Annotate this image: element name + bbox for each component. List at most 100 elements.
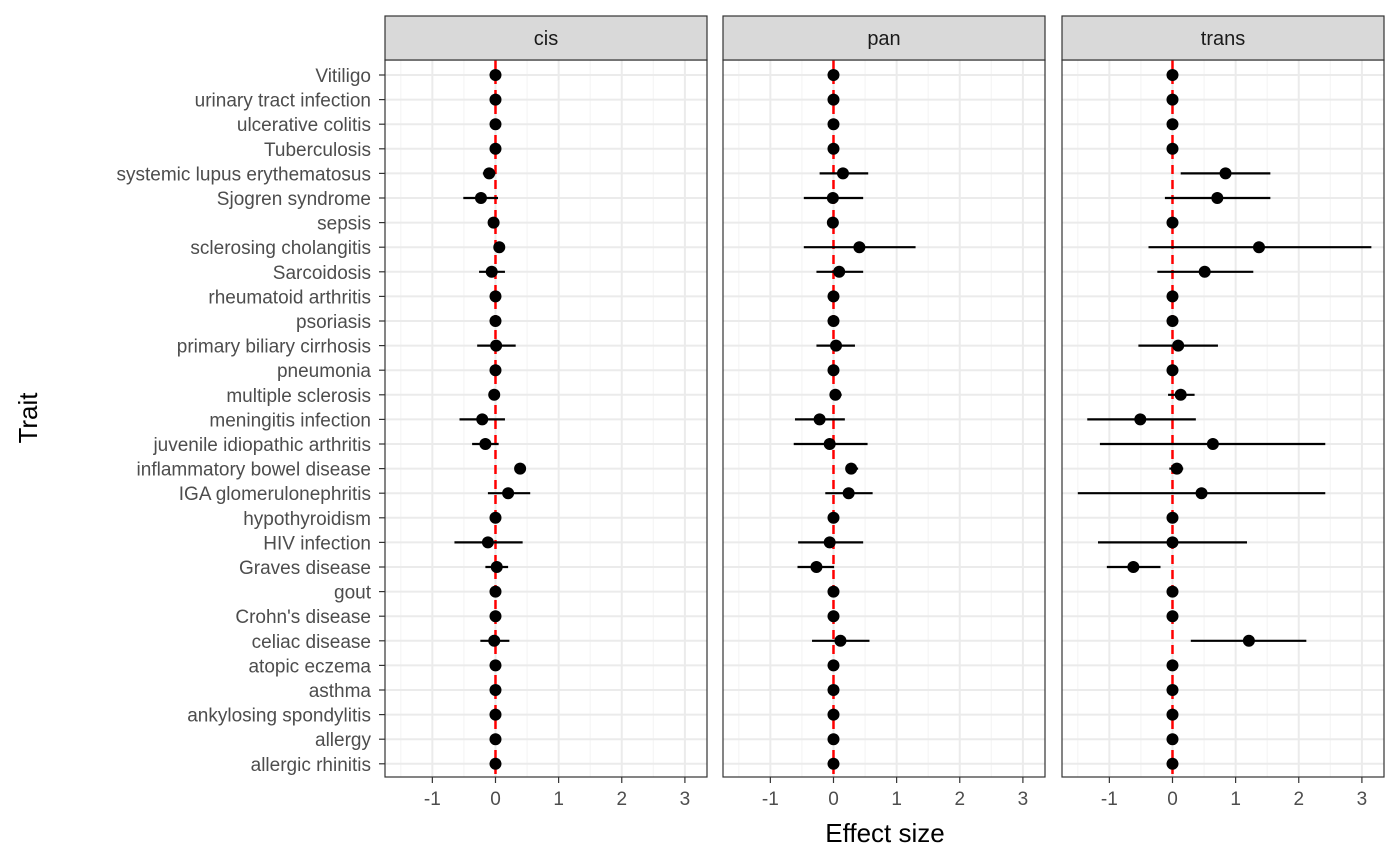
facet-strip — [1061, 15, 1385, 61]
point-estimate — [823, 438, 836, 450]
point-estimate — [485, 265, 498, 278]
y-tick-label: Vitiligo — [315, 66, 371, 87]
y-tick-label: pneumonia — [277, 361, 371, 382]
x-tick-label: 3 — [1357, 789, 1368, 810]
point-estimate — [1166, 216, 1179, 229]
point-estimate — [489, 142, 502, 155]
point-estimate — [1166, 585, 1179, 598]
point-estimate — [827, 684, 840, 696]
point-estimate — [830, 339, 843, 352]
point-estimate — [1166, 93, 1179, 106]
panel-trans: trans -1 0 1 2 3 — [1061, 15, 1385, 810]
point-estimate — [1195, 487, 1208, 500]
point-estimate — [827, 142, 840, 155]
point-estimate — [1166, 757, 1179, 770]
point-estimate — [489, 708, 502, 721]
x-tick-label: 2 — [1293, 789, 1304, 810]
point-estimate — [489, 511, 502, 524]
point-estimate — [823, 536, 836, 549]
facet-strip-label: pan — [867, 28, 900, 50]
point-estimate — [514, 462, 527, 475]
point-estimate — [1242, 634, 1255, 647]
panel-pan: pan -1 0 1 2 3 — [722, 15, 1046, 810]
y-tick-label: gout — [334, 583, 372, 604]
point-estimate — [827, 757, 840, 770]
point-estimate — [483, 167, 496, 180]
point-estimate — [489, 364, 502, 377]
y-tick-label: inflammatory bowel disease — [137, 460, 371, 481]
x-tick-label: 1 — [891, 789, 902, 810]
point-estimate — [1172, 339, 1185, 352]
y-tick-label: urinary tract infection — [195, 91, 371, 112]
point-estimate — [1134, 413, 1147, 426]
point-estimate — [1219, 167, 1232, 180]
y-tick-label: rheumatoid arthritis — [208, 287, 371, 308]
point-estimate — [489, 118, 502, 131]
x-tick-label: -1 — [762, 789, 779, 810]
panel-cis: cis -1 0 1 2 3 — [384, 15, 708, 810]
x-tick-label: 0 — [490, 789, 501, 810]
y-tick-label: asthma — [309, 681, 372, 702]
x-axis-title: Effect size — [825, 818, 944, 848]
y-tick-label: sepsis — [317, 214, 371, 235]
point-estimate — [1166, 315, 1179, 327]
y-tick-label: Crohn's disease — [235, 607, 371, 628]
point-estimate — [489, 684, 502, 696]
y-tick-label: HIV infection — [263, 533, 371, 554]
y-axis-title: Trait — [13, 392, 43, 444]
point-estimate — [1166, 290, 1179, 303]
point-estimate — [827, 364, 840, 377]
point-estimate — [827, 69, 840, 81]
x-tick-label: 3 — [680, 789, 691, 810]
x-tick-label: 1 — [553, 789, 564, 810]
y-tick-label: meningitis infection — [209, 410, 371, 431]
point-estimate — [493, 241, 506, 254]
point-estimate — [813, 413, 826, 426]
x-tick-label: 1 — [1230, 789, 1241, 810]
x-tick-label: -1 — [1101, 789, 1118, 810]
y-tick-label: primary biliary cirrhosis — [177, 337, 371, 358]
point-estimate — [842, 487, 855, 500]
point-estimate — [827, 610, 840, 623]
x-tick-label: 2 — [616, 789, 627, 810]
x-tick-label: -1 — [424, 789, 441, 810]
y-tick-label: psoriasis — [296, 312, 371, 333]
point-estimate — [1166, 610, 1179, 623]
y-tick-label: sclerosing cholangitis — [190, 238, 371, 259]
point-estimate — [827, 659, 840, 672]
point-estimate — [1166, 733, 1179, 746]
point-estimate — [1211, 192, 1224, 204]
point-estimate — [1166, 142, 1179, 155]
y-tick-label: celiac disease — [252, 632, 371, 653]
point-estimate — [1166, 511, 1179, 524]
point-estimate — [1127, 561, 1140, 573]
point-estimate — [827, 118, 840, 131]
point-estimate — [827, 290, 840, 303]
facet-strip-label: trans — [1201, 28, 1245, 50]
point-estimate — [1252, 241, 1265, 254]
y-tick-label: ulcerative colitis — [237, 115, 371, 136]
point-estimate — [489, 585, 502, 598]
point-estimate — [1206, 438, 1219, 450]
point-estimate — [853, 241, 866, 254]
point-estimate — [502, 487, 515, 500]
y-tick-label: Sjogren syndrome — [217, 189, 371, 210]
point-estimate — [1174, 388, 1187, 401]
y-tick-label: systemic lupus erythematosus — [117, 164, 372, 185]
y-axis: Vitiligo urinary tract infection ulcerativ… — [117, 66, 385, 776]
x-tick-label: 2 — [954, 789, 965, 810]
point-estimate — [826, 216, 839, 229]
facet-strip-label: cis — [534, 28, 558, 50]
point-estimate — [487, 216, 500, 229]
point-estimate — [490, 561, 503, 573]
point-estimate — [827, 93, 840, 106]
point-estimate — [489, 757, 502, 770]
y-tick-label: allergy — [315, 730, 371, 751]
point-estimate — [489, 733, 502, 746]
point-estimate — [1166, 684, 1179, 696]
point-estimate — [489, 315, 502, 327]
point-estimate — [827, 315, 840, 327]
point-estimate — [1166, 708, 1179, 721]
